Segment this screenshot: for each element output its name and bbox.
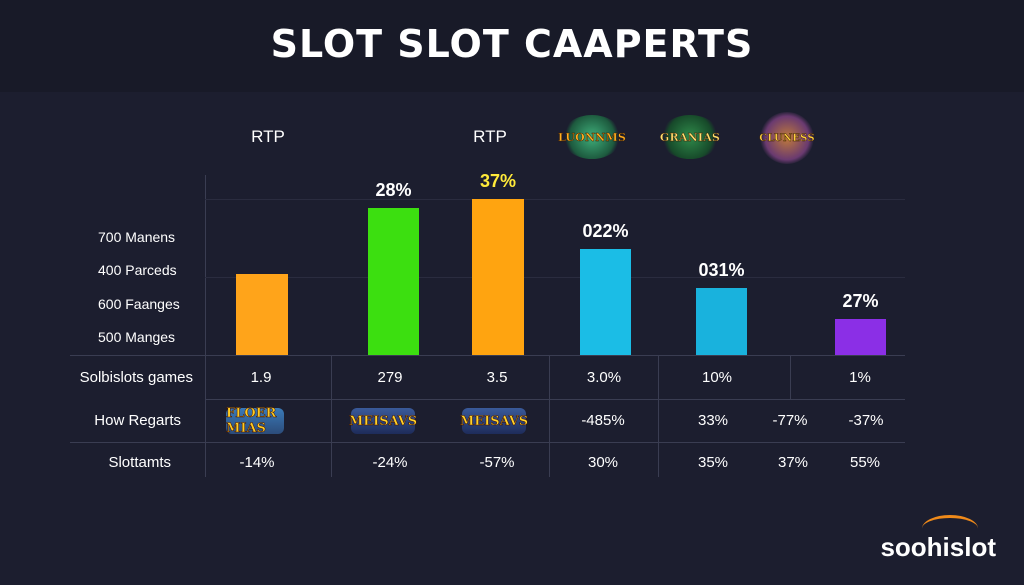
y-label: 700 Manens bbox=[98, 229, 176, 245]
column-header-rtp-2: RTP bbox=[473, 127, 507, 146]
table-cell: 3.0% bbox=[586, 369, 622, 386]
badge-label: GRANIAS bbox=[659, 130, 721, 144]
header-band bbox=[0, 0, 1024, 92]
table-cell: 37% bbox=[777, 454, 809, 471]
game-logo-chip: MEISAVS bbox=[460, 408, 528, 434]
table-column-divider bbox=[549, 356, 550, 477]
brand-swoosh-icon bbox=[922, 515, 978, 542]
bar-value-label: 022% bbox=[582, 220, 629, 241]
title-star-icon: * bbox=[729, 26, 735, 42]
table-cell: 3.5 bbox=[486, 369, 508, 386]
game-logo-chip: FLOER MIAS bbox=[226, 406, 284, 436]
chart-baseline bbox=[70, 355, 905, 356]
page-title: SLOT SLOT CAAPERTS bbox=[270, 22, 754, 66]
bar bbox=[472, 199, 524, 355]
bar bbox=[236, 274, 288, 355]
y-label: 600 Faanges bbox=[98, 296, 180, 312]
game-badge-luonnms: LUONNMS bbox=[558, 115, 626, 159]
bar-value-label: 37% bbox=[479, 171, 517, 191]
table-cell: 33% bbox=[697, 412, 729, 429]
bar bbox=[580, 248, 631, 355]
bar bbox=[696, 287, 747, 355]
game-badge-cluness: CLUNESS bbox=[759, 112, 815, 164]
table-cell: -57% bbox=[479, 454, 515, 471]
chart-y-axis-line bbox=[205, 175, 206, 477]
table-cell: -485% bbox=[581, 412, 625, 429]
bar-value-label: 27% bbox=[842, 291, 879, 311]
table-column-divider bbox=[658, 356, 659, 477]
bar bbox=[835, 319, 886, 355]
bar-value-label: 031% bbox=[698, 259, 745, 280]
table-cell: 10% bbox=[701, 369, 733, 386]
gridline bbox=[205, 277, 905, 278]
badge-label: CLUNESS bbox=[759, 132, 815, 144]
table-cell: 1.9 bbox=[250, 369, 272, 386]
table-cell: -24% bbox=[372, 454, 408, 471]
table-cell: 279 bbox=[377, 369, 403, 386]
table-divider bbox=[70, 442, 905, 443]
table-cell: 1% bbox=[849, 369, 871, 386]
table-cell: 30% bbox=[587, 454, 619, 471]
y-label: 500 Manges bbox=[98, 329, 176, 345]
bar bbox=[368, 208, 419, 355]
gridline bbox=[205, 199, 905, 200]
table-cell: -77% bbox=[772, 412, 808, 429]
brand-logo: soohislot bbox=[880, 532, 996, 562]
game-badge-granias: GRANIAS bbox=[660, 115, 720, 159]
table-column-divider bbox=[790, 356, 791, 400]
row-label: Solbislots games bbox=[79, 369, 193, 386]
table-divider bbox=[205, 399, 905, 400]
column-header-rtp-1: RTP bbox=[251, 127, 285, 146]
table-cell: 55% bbox=[849, 454, 881, 471]
y-label: 400 Parceds bbox=[98, 262, 177, 278]
table-cell: -37% bbox=[848, 412, 884, 429]
table-cell: 35% bbox=[697, 454, 729, 471]
table-cell: -14% bbox=[239, 454, 275, 471]
bar-value-label: 28% bbox=[375, 180, 412, 200]
table-column-divider bbox=[331, 356, 332, 477]
row-label: How Regarts bbox=[94, 412, 181, 429]
row-label: Slottamts bbox=[108, 454, 171, 471]
badge-label: LUONNMS bbox=[558, 130, 626, 144]
game-logo-chip: MEISAVS bbox=[349, 408, 417, 434]
